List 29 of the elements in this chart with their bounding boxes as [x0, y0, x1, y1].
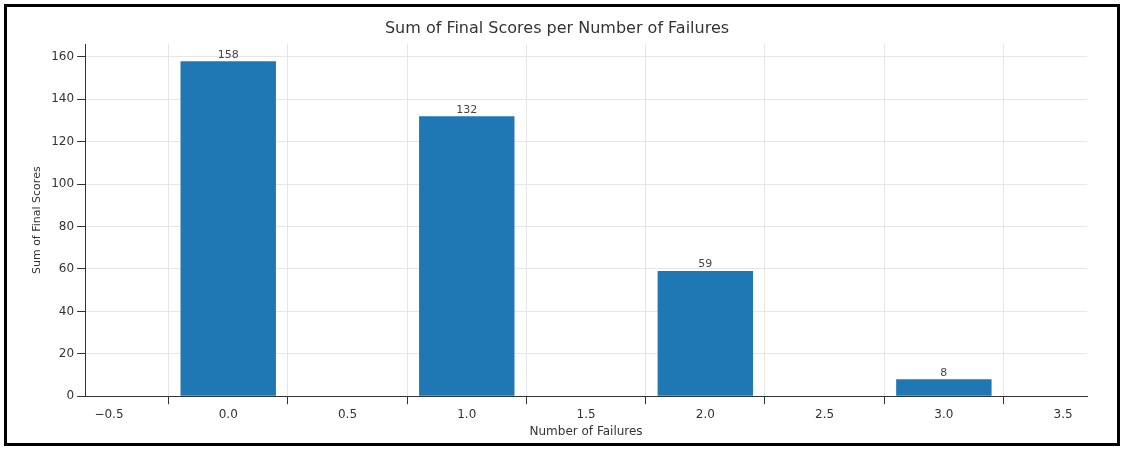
x-tick-label: −0.5 — [94, 406, 124, 421]
data-label: 158 — [217, 47, 239, 61]
y-tick-label: 160 — [51, 49, 75, 64]
y-tick-label: 120 — [51, 133, 75, 148]
x-axis-title: Number of Failures — [529, 423, 643, 438]
bar — [657, 271, 754, 396]
y-tick-label: 80 — [58, 218, 75, 233]
data-label: 59 — [698, 257, 713, 271]
y-tick-label: 0 — [66, 388, 75, 403]
y-tick-label: 40 — [58, 303, 75, 318]
bar — [419, 116, 515, 396]
y-axis-title: Sum of Final Scores — [30, 166, 44, 275]
x-tick-label: 3.0 — [934, 406, 954, 421]
x-tick-label: 1.5 — [576, 406, 596, 421]
x-tick-label: 2.5 — [815, 406, 835, 421]
x-tick-label: 0.0 — [218, 406, 238, 421]
x-tick-label: 2.0 — [695, 406, 715, 421]
x-tick-label: 0.5 — [337, 406, 358, 421]
x-tick-label: 1.0 — [457, 406, 477, 421]
y-tick-label: 60 — [58, 261, 75, 276]
x-tick-label: 3.5 — [1053, 406, 1073, 421]
data-label: 132 — [456, 102, 478, 116]
bar — [896, 379, 992, 396]
y-tick-label: 140 — [51, 91, 75, 106]
data-label: 8 — [940, 365, 948, 379]
bar — [180, 61, 276, 396]
y-tick-label: 20 — [58, 345, 75, 360]
chart-title: Sum of Final Scores per Number of Failures — [384, 17, 730, 37]
y-tick-label: 100 — [51, 176, 75, 191]
